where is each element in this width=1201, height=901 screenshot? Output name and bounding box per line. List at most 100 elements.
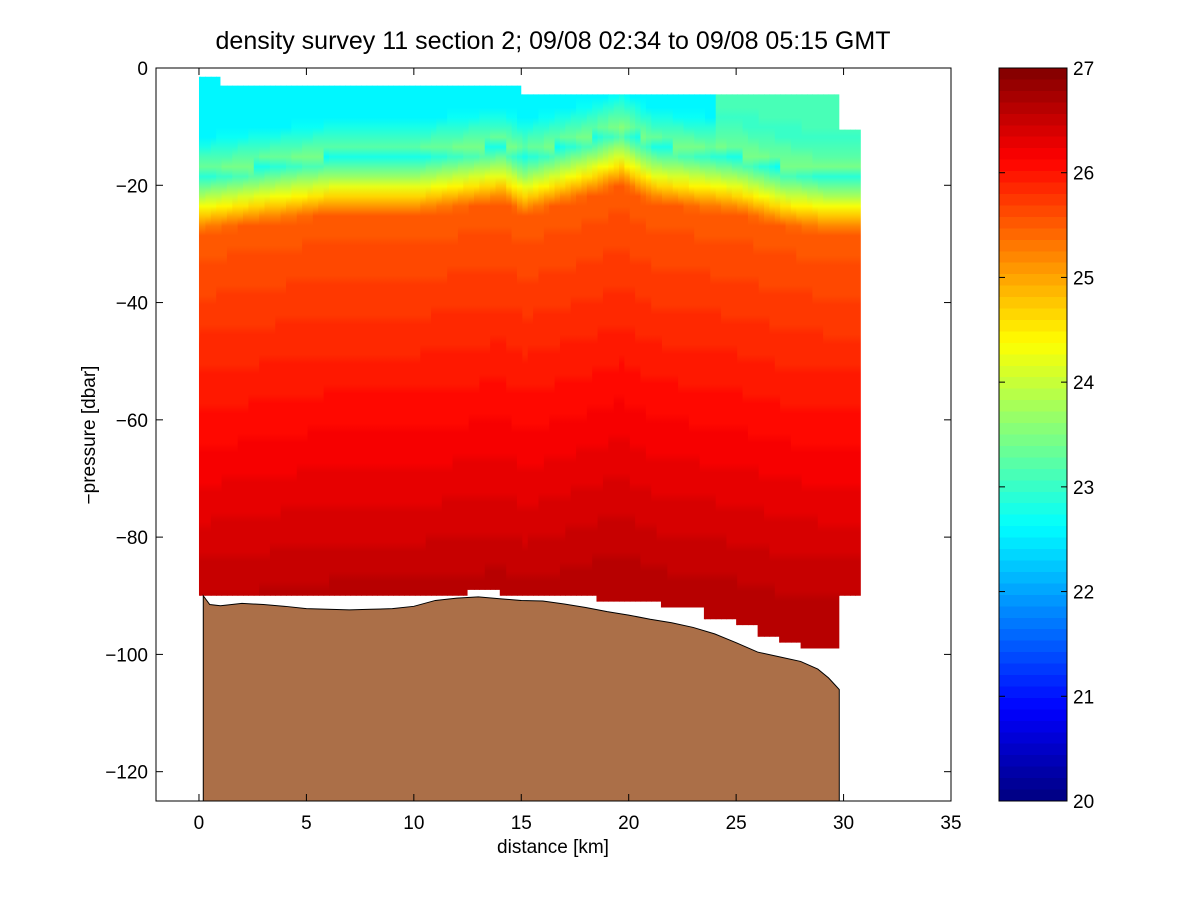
colorbar-tick-label: 26 (1073, 164, 1094, 185)
colorbar-tick-label: 24 (1073, 373, 1095, 394)
density-column (683, 76, 690, 649)
density-column (672, 76, 679, 649)
density-column (200, 76, 207, 649)
colorbar-tick-label: 20 (1073, 792, 1094, 813)
density-column (678, 76, 685, 649)
density-column (431, 76, 437, 649)
density-column (592, 76, 599, 649)
density-column (474, 76, 480, 649)
density-column (769, 76, 776, 649)
density-column (436, 76, 443, 649)
density-column (586, 76, 593, 649)
y-axis: 0 −20 −40 −60 −80 −100 −120 (105, 59, 951, 784)
x-tick-label: 30 (833, 813, 854, 834)
density-column (801, 76, 808, 649)
density-column (807, 76, 814, 649)
density-column (479, 76, 486, 649)
colorbar-tick-label: 22 (1073, 583, 1094, 604)
y-tick-label: −20 (116, 176, 148, 197)
density-column (361, 76, 368, 649)
colorbar-tick-label: 25 (1073, 268, 1094, 289)
colorbar: 20 21 22 23 24 25 26 27 (998, 59, 1095, 813)
density-column (624, 76, 631, 649)
density-column (576, 76, 583, 649)
density-column (721, 76, 728, 649)
y-tick-label: 0 (137, 59, 148, 80)
density-column (388, 76, 395, 649)
x-tick-label: 5 (301, 813, 312, 834)
density-column (699, 76, 706, 649)
y-tick-label: −100 (105, 645, 148, 666)
density-column (463, 76, 470, 649)
density-column (780, 76, 787, 649)
seafloor-bathymetry (202, 594, 840, 801)
density-column (629, 76, 636, 649)
density-column (823, 76, 830, 649)
plot-frame (155, 67, 952, 802)
density-column (457, 76, 464, 649)
x-axis-label: distance [km] (497, 837, 609, 858)
x-axis: 0 5 10 15 20 25 30 35 (194, 68, 962, 834)
x-tick-label: 20 (618, 813, 639, 834)
density-column (742, 76, 749, 649)
density-column (264, 76, 271, 649)
density-column (404, 76, 411, 649)
x-tick-label: 25 (726, 813, 747, 834)
density-column (710, 76, 717, 649)
density-column (651, 76, 658, 649)
density-column (688, 76, 695, 649)
density-column (764, 76, 771, 649)
chart-title: density survey 11 section 2; 09/08 02:34… (216, 27, 891, 55)
density-column (285, 76, 292, 649)
density-column (237, 76, 244, 649)
density-column (726, 76, 733, 649)
density-column (382, 76, 389, 649)
density-column (398, 76, 405, 649)
density-column (554, 76, 561, 649)
density-column (490, 76, 497, 649)
density-column (785, 76, 792, 649)
density-column (581, 76, 588, 649)
colorbar-gradient (998, 67, 1068, 802)
colorbar-ticks: 20 21 22 23 24 25 26 27 (999, 59, 1095, 813)
density-column (796, 76, 803, 649)
density-column (640, 76, 647, 649)
x-tick-label: 0 (194, 813, 205, 834)
density-column (747, 76, 754, 649)
density-column (452, 76, 459, 649)
density-column (371, 76, 378, 649)
colorbar-tick-label: 21 (1073, 687, 1094, 708)
density-column (350, 76, 357, 649)
density-column (328, 76, 335, 649)
density-column (645, 76, 652, 649)
density-column (291, 76, 298, 649)
density-column (259, 76, 266, 649)
x-tick-label: 10 (403, 813, 424, 834)
density-column (248, 76, 255, 649)
density-column (527, 76, 534, 649)
density-column (253, 76, 260, 649)
density-column (635, 76, 642, 649)
density-column (833, 76, 840, 649)
density-column (565, 76, 572, 649)
density-column (500, 76, 507, 649)
density-strips (198, 76, 861, 649)
density-column (570, 76, 577, 649)
density-column (662, 76, 668, 649)
density-column (549, 76, 556, 649)
density-column (280, 76, 287, 649)
density-column (216, 76, 223, 649)
density-column (484, 76, 491, 649)
density-column (312, 76, 319, 649)
density-column (345, 76, 352, 649)
density-column (608, 76, 615, 649)
density-column (221, 76, 228, 649)
x-tick-label: 15 (511, 813, 532, 834)
density-column (715, 76, 722, 649)
density-column (774, 76, 781, 649)
density-column (232, 76, 239, 649)
density-column (538, 76, 545, 649)
density-column (210, 76, 217, 649)
y-tick-label: −40 (116, 294, 148, 315)
density-column (409, 76, 416, 649)
